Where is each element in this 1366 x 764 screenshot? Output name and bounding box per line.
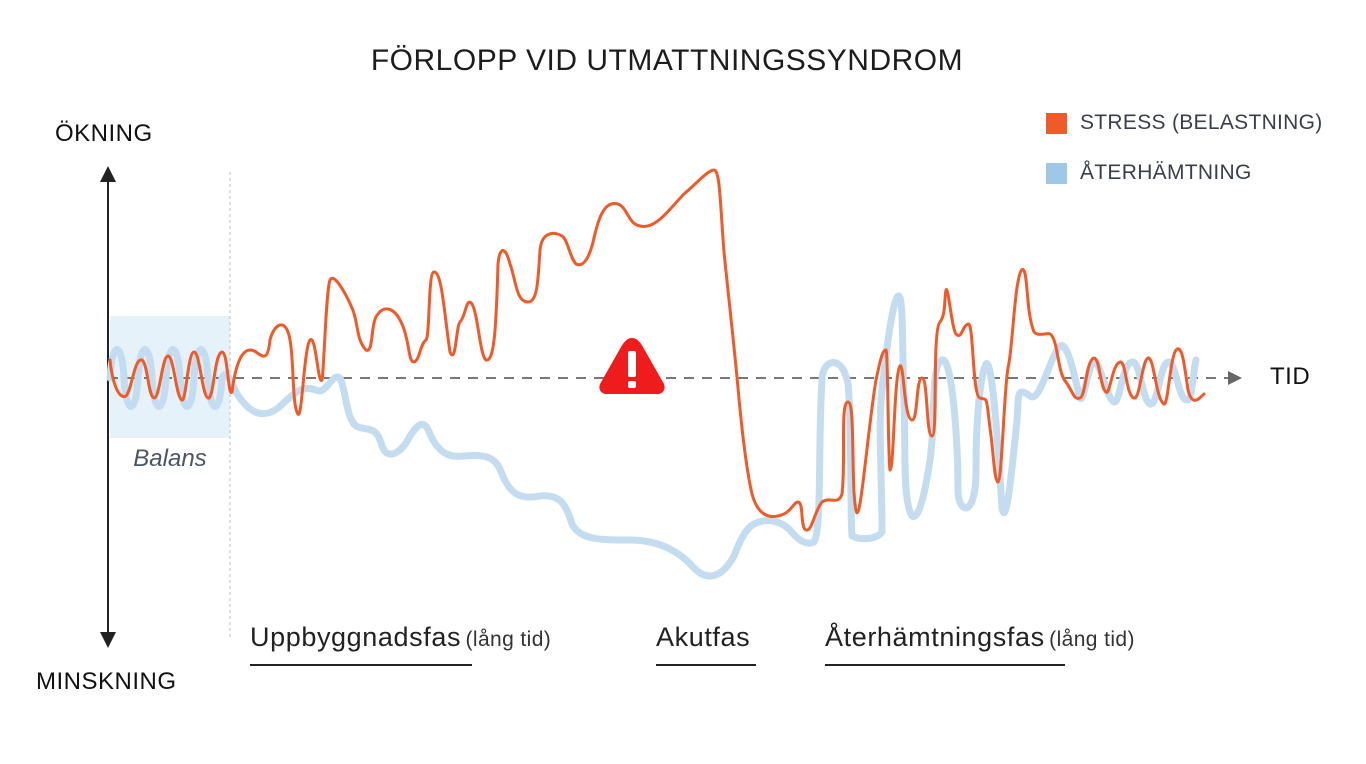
phase-recovery-name: Återhämtningsfas xyxy=(825,622,1045,652)
x-axis-arrow-right-icon xyxy=(1228,371,1242,385)
warning-triangle-icon xyxy=(599,338,665,394)
legend-label-recovery: ÅTERHÄMTNING xyxy=(1080,161,1252,184)
legend: STRESS (BELASTNING) ÅTERHÄMTNING xyxy=(1046,98,1323,198)
legend-item-stress: STRESS (BELASTNING) xyxy=(1046,98,1323,148)
legend-swatch-stress xyxy=(1046,112,1067,134)
y-axis-arrow-down-icon xyxy=(100,632,116,648)
stress-curve xyxy=(108,168,1206,532)
recovery-curve xyxy=(106,292,1200,580)
phase-acute-underline xyxy=(656,664,756,666)
phase-recovery-underline xyxy=(825,664,1065,666)
balance-label: Balans xyxy=(133,445,207,472)
phase-buildup-note: (lång tid) xyxy=(465,628,552,651)
legend-item-recovery: ÅTERHÄMTNING xyxy=(1046,148,1323,198)
phase-recovery: Återhämtningsfas (lång tid) xyxy=(825,622,1135,653)
y-axis-arrow-up-icon xyxy=(100,166,116,182)
phase-acute-name: Akutfas xyxy=(656,622,751,652)
legend-label-stress: STRESS (BELASTNING) xyxy=(1080,111,1323,134)
legend-swatch-recovery xyxy=(1046,162,1067,184)
phase-recovery-note: (lång tid) xyxy=(1049,628,1135,651)
phase-buildup: Uppbyggnadsfas (lång tid) xyxy=(250,622,551,653)
y-axis-top-label: ÖKNING xyxy=(55,120,153,147)
y-axis-bottom-label: MINSKNING xyxy=(36,668,177,695)
phase-buildup-name: Uppbyggnadsfas xyxy=(250,622,462,652)
chart-title: FÖRLOPP VID UTMATTNINGSSYNDROM xyxy=(370,44,964,77)
phase-acute: Akutfas xyxy=(656,622,750,653)
x-axis-label: TID xyxy=(1270,363,1311,390)
phase-buildup-underline xyxy=(250,664,472,666)
